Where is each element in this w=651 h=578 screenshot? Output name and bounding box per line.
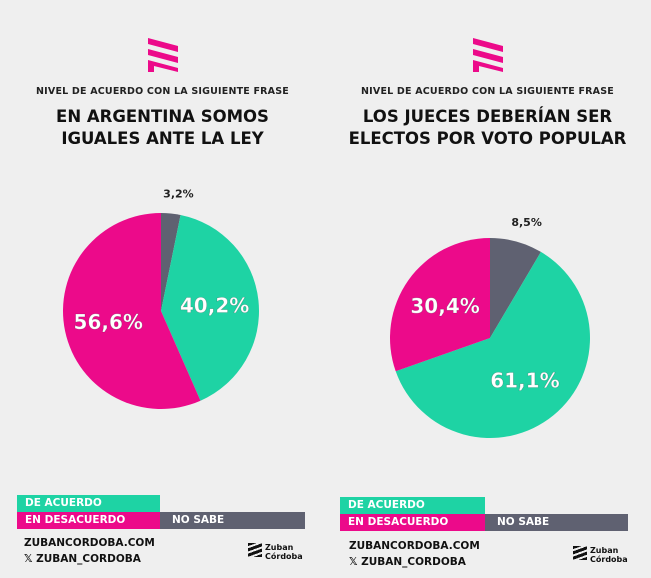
pie-slice-de-acuerdo bbox=[161, 214, 259, 401]
legend-agree: DE ACUERDO bbox=[17, 495, 160, 512]
data-label: 61,1% bbox=[490, 368, 559, 392]
data-label: 56,6% bbox=[74, 310, 143, 334]
chart-title: LOS JUECES DEBERÍAN SER ELECTOS POR VOTO … bbox=[348, 107, 627, 148]
social-handle: 𝕏 ZUBAN_CORDOBA bbox=[24, 553, 141, 565]
pie-slice-en-desacuerdo bbox=[62, 213, 201, 409]
pie-slice-no-sabe bbox=[490, 238, 541, 338]
chart-subtitle: NIVEL DE ACUERDO CON LA SIGUIENTE FRASE bbox=[36, 86, 289, 97]
footer-links: ZUBANCORDOBA.COM 𝕏 ZUBAN_CORDOBA bbox=[24, 535, 155, 567]
logo-icon bbox=[147, 38, 178, 72]
footer-links: ZUBANCORDOBA.COM 𝕏 ZUBAN_CORDOBA bbox=[349, 538, 480, 570]
pie-chart: 8,5% 61,1% 30,4% bbox=[390, 216, 590, 439]
pie-slice-de-acuerdo bbox=[395, 251, 590, 439]
website-text: ZUBANCORDOBA.COM bbox=[24, 537, 155, 549]
legend: DE ACUERDO EN DESACUERDO NO SABE bbox=[340, 497, 628, 533]
chart-panel-left: NIVEL DE ACUERDO CON LA SIGUIENTE FRASE … bbox=[0, 0, 325, 578]
legend: DE ACUERDO EN DESACUERDO NO SABE bbox=[17, 495, 305, 531]
logo-icon bbox=[472, 38, 503, 72]
legend-unknown: NO SABE bbox=[485, 514, 628, 531]
chart-subtitle: NIVEL DE ACUERDO CON LA SIGUIENTE FRASE bbox=[361, 86, 614, 97]
pie-slice-no-sabe bbox=[161, 213, 181, 311]
chart-title: EN ARGENTINA SOMOS IGUALES ANTE LA LEY bbox=[56, 107, 269, 148]
brand-logo: Zuban Córdoba bbox=[573, 546, 628, 564]
pie-slice-en-desacuerdo bbox=[390, 238, 490, 372]
social-handle: 𝕏 ZUBAN_CORDOBA bbox=[349, 556, 466, 568]
legend-disagree: EN DESACUERDO bbox=[17, 512, 160, 529]
legend-disagree: EN DESACUERDO bbox=[340, 514, 485, 531]
data-label: 30,4% bbox=[410, 294, 479, 318]
brand-logo: Zuban Córdoba bbox=[248, 543, 303, 561]
legend-unknown: NO SABE bbox=[160, 512, 305, 529]
data-label: 3,2% bbox=[163, 188, 194, 201]
legend-agree: DE ACUERDO bbox=[340, 497, 485, 514]
chart-panel-right: NIVEL DE ACUERDO CON LA SIGUIENTE FRASE … bbox=[325, 0, 650, 578]
pie-chart: 3,2% 40,2% 56,6% bbox=[62, 188, 259, 409]
data-label: 40,2% bbox=[180, 293, 249, 317]
data-label: 8,5% bbox=[511, 216, 542, 229]
website-text: ZUBANCORDOBA.COM bbox=[349, 540, 480, 552]
